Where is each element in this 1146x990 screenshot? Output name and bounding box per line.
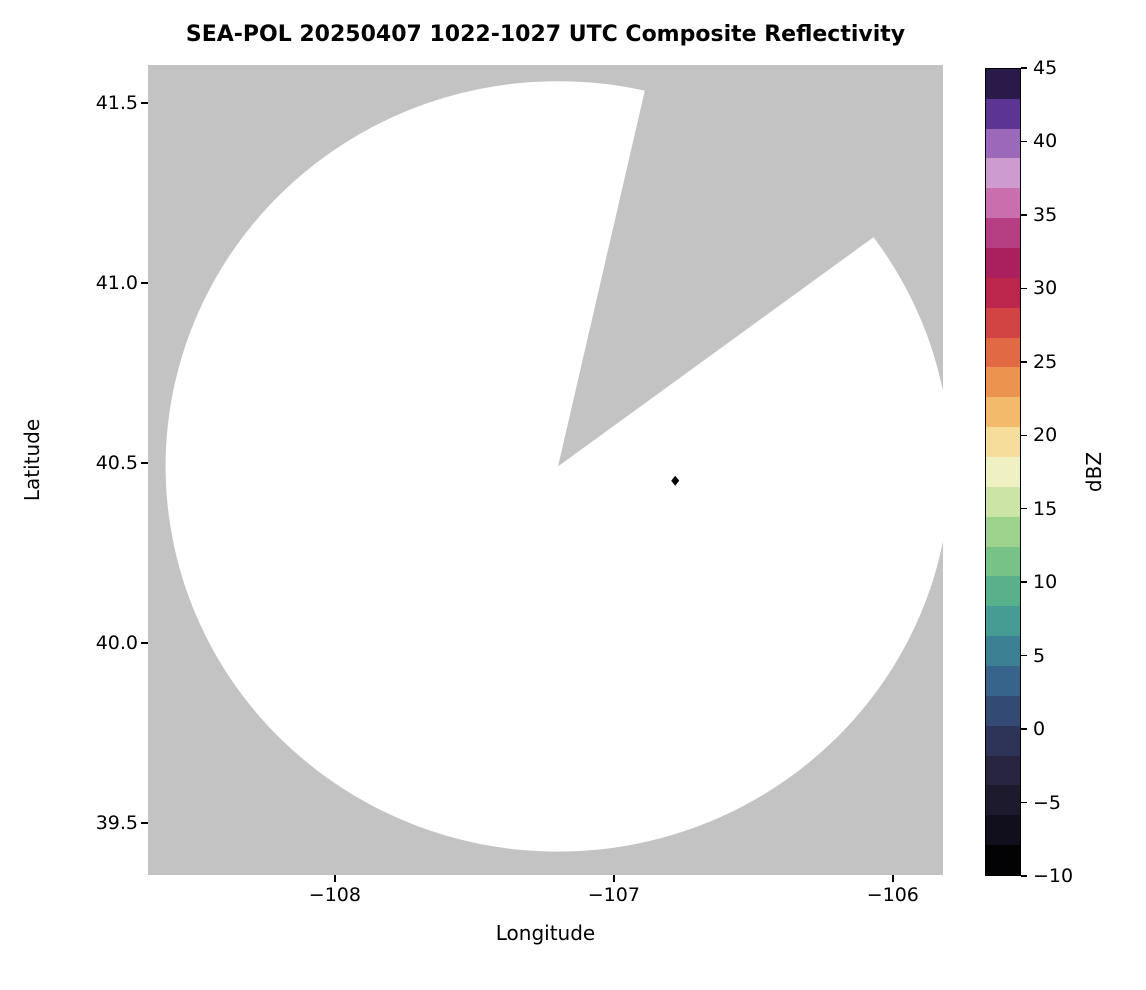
y-tick-label: 40.5 [95, 451, 138, 474]
y-tick-label: 39.5 [95, 811, 138, 834]
colorbar-band [986, 456, 1020, 487]
y-tick-mark [141, 282, 148, 284]
x-tick-label: −108 [308, 884, 361, 906]
colorbar-tick-label: −5 [1033, 791, 1062, 814]
colorbar-band [986, 307, 1020, 338]
y-tick-label: 41.5 [95, 91, 138, 114]
colorbar-tick-mark [1021, 361, 1027, 363]
colorbar-band [986, 128, 1020, 159]
x-tick-mark [334, 875, 336, 882]
colorbar-tick-label: 40 [1033, 130, 1058, 153]
x-tick-mark [892, 875, 894, 882]
colorbar [985, 68, 1021, 876]
colorbar-tick-mark [1021, 581, 1027, 583]
y-tick-mark [141, 462, 148, 464]
plot-area [148, 65, 943, 875]
colorbar-band [986, 277, 1020, 308]
colorbar-tick-mark [1021, 214, 1027, 216]
y-tick-label: 40.0 [95, 631, 138, 654]
colorbar-band [986, 188, 1020, 219]
colorbar-tick-mark [1021, 67, 1027, 69]
colorbar-band [986, 516, 1020, 547]
colorbar-band [986, 367, 1020, 398]
colorbar-band [986, 247, 1020, 278]
colorbar-band [986, 576, 1020, 607]
colorbar-tick-mark [1021, 654, 1027, 657]
colorbar-tick-mark [1021, 728, 1027, 730]
y-axis-label: Latitude [20, 418, 44, 502]
colorbar-band [986, 725, 1020, 756]
radar-plot-svg [148, 65, 943, 875]
x-axis-label: Longitude [495, 921, 596, 945]
colorbar-tick-label: 25 [1033, 350, 1058, 373]
colorbar-band [986, 606, 1020, 637]
colorbar-tick-mark [1021, 287, 1027, 290]
colorbar-tick-mark [1021, 801, 1027, 804]
colorbar-band [986, 845, 1020, 875]
colorbar-band [986, 815, 1020, 846]
colorbar-band [986, 158, 1020, 189]
colorbar-band [986, 486, 1020, 517]
colorbar-tick-label: 45 [1033, 57, 1058, 79]
colorbar-band [986, 98, 1020, 129]
colorbar-band [986, 337, 1020, 368]
colorbar-tick-mark [1021, 434, 1027, 437]
colorbar-tick-label: −10 [1033, 865, 1074, 887]
colorbar-band [986, 785, 1020, 816]
colorbar-band [986, 397, 1020, 428]
colorbar-band [986, 68, 1020, 99]
colorbar-tick-mark [1021, 140, 1027, 143]
colorbar-band [986, 695, 1020, 726]
colorbar-band [986, 755, 1020, 786]
colorbar-tick-label: 20 [1033, 424, 1058, 447]
y-tick-label: 41.0 [95, 271, 138, 294]
colorbar-band [986, 665, 1020, 696]
colorbar-tick-label: 30 [1033, 277, 1058, 300]
colorbar-tick-mark [1021, 875, 1027, 877]
colorbar-band [986, 636, 1020, 666]
colorbar-tick-label: 0 [1033, 718, 1046, 741]
colorbar-band [986, 427, 1020, 457]
colorbar-tick-label: 35 [1033, 203, 1058, 226]
x-tick-mark [613, 875, 615, 882]
y-tick-mark [141, 102, 148, 104]
missing-data-sector [558, 65, 943, 467]
point-marker [671, 475, 680, 486]
colorbar-band [986, 218, 1020, 248]
x-tick-label: −107 [587, 884, 640, 906]
colorbar-tick-label: 15 [1033, 497, 1058, 520]
y-tick-mark [141, 822, 148, 824]
y-tick-mark [141, 642, 148, 644]
colorbar-label: dBZ [1082, 451, 1106, 493]
colorbar-band [986, 546, 1020, 577]
colorbar-tick-mark [1021, 507, 1027, 510]
colorbar-tick-label: 5 [1033, 644, 1046, 667]
colorbar-tick-label: 10 [1033, 571, 1058, 594]
chart-title: SEA-POL 20250407 1022-1027 UTC Composite… [185, 22, 906, 47]
x-tick-label: −106 [866, 884, 919, 906]
